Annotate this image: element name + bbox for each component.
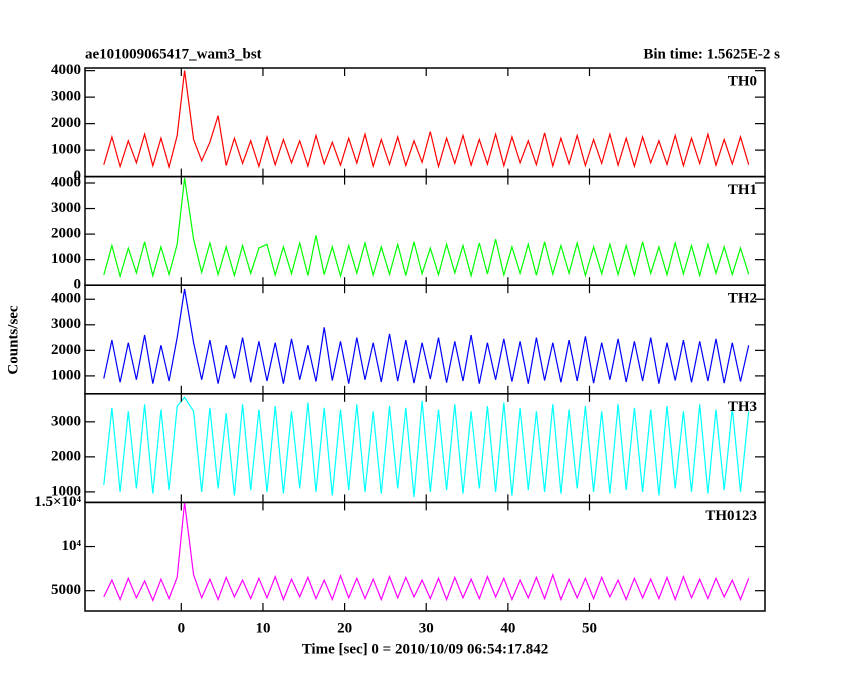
y-tick-label: 1000 <box>51 483 81 499</box>
light-curve <box>103 288 750 384</box>
y-tick-label: 0 <box>74 277 82 293</box>
light-curve <box>103 396 750 498</box>
y-tick-label: 10⁴ <box>62 538 82 554</box>
y-tick-label: 1.5×10⁴ <box>34 494 81 510</box>
y-tick-label: 3000 <box>51 413 81 429</box>
y-tick-label: 2000 <box>51 115 81 131</box>
panel-frame <box>84 501 766 612</box>
y-tick-label: 1000 <box>51 142 81 158</box>
y-tick-label: 3000 <box>51 316 81 332</box>
panel-label: TH3 <box>728 399 757 415</box>
y-tick-label: 2000 <box>51 226 81 242</box>
x-axis-label: Time [sec] 0 = 2010/10/09 06:54:17.842 <box>302 641 549 657</box>
light-curve <box>103 70 750 170</box>
y-tick-label: 4000 <box>51 62 81 78</box>
panel-frame <box>84 67 766 178</box>
y-tick-label: 2000 <box>51 448 81 464</box>
light-curve <box>103 177 750 279</box>
y-tick-label: 3000 <box>51 200 81 216</box>
y-tick-label: 2000 <box>51 342 81 358</box>
panel-label: TH1 <box>728 182 757 198</box>
y-tick-label: 5000 <box>51 582 81 598</box>
y-tick-label: 4000 <box>51 291 81 307</box>
y-tick-label: 4000 <box>51 174 81 190</box>
chart-subtitle: Bin time: 1.5625E-2 s <box>643 46 780 62</box>
panel-label: TH0123 <box>705 508 757 524</box>
x-tick-label: 40 <box>500 620 515 636</box>
x-tick-label: 20 <box>337 620 352 636</box>
x-tick-label: 30 <box>419 620 434 636</box>
chart-title: ae101009065417_wam3_bst <box>85 46 262 62</box>
panel-label: TH0 <box>728 73 757 89</box>
y-tick-label: 3000 <box>51 89 81 105</box>
y-axis-label: Counts/sec <box>5 305 21 375</box>
light-curve <box>103 502 750 603</box>
y-tick-label: 0 <box>74 168 82 184</box>
x-tick-label: 10 <box>255 620 270 636</box>
x-tick-label: 50 <box>582 620 597 636</box>
x-tick-label: 0 <box>178 620 186 636</box>
panel-label: TH2 <box>728 291 757 307</box>
y-tick-label: 1000 <box>51 251 81 267</box>
y-tick-label: 1000 <box>51 367 81 383</box>
